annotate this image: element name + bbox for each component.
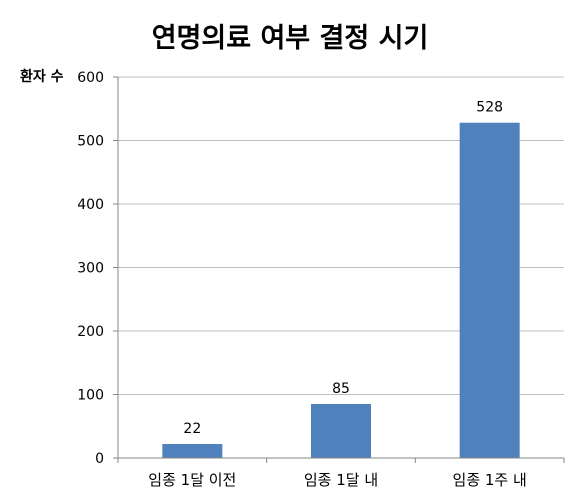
bar xyxy=(459,122,520,458)
y-tick-label: 500 xyxy=(77,134,104,150)
data-label: 22 xyxy=(183,421,201,437)
bar xyxy=(311,404,371,458)
data-labels: 22 85 528 xyxy=(183,100,503,437)
x-category-label: 임종 1달 이전 xyxy=(148,471,236,489)
y-tick-label: 200 xyxy=(77,324,104,340)
x-category-label: 임종 1주 내 xyxy=(453,471,527,489)
bars xyxy=(162,122,520,458)
x-category-label: 임종 1달 내 xyxy=(304,471,378,489)
y-tick-label: 400 xyxy=(77,197,104,213)
data-label: 528 xyxy=(476,100,503,116)
y-axis-ticks: 0 100 200 300 400 500 600 xyxy=(77,70,118,467)
y-tick-label: 600 xyxy=(77,70,104,86)
y-tick-label: 100 xyxy=(77,388,104,404)
y-tick-label: 0 xyxy=(95,451,104,467)
y-tick-label: 300 xyxy=(77,261,104,277)
data-label: 85 xyxy=(332,381,350,397)
chart-title: 연명의료 여부 결정 시기 xyxy=(152,23,429,54)
bar xyxy=(162,444,223,458)
y-axis-label: 환자 수 xyxy=(20,68,64,85)
x-axis-categories: 임종 1달 이전 임종 1달 내 임종 1주 내 xyxy=(117,458,565,489)
